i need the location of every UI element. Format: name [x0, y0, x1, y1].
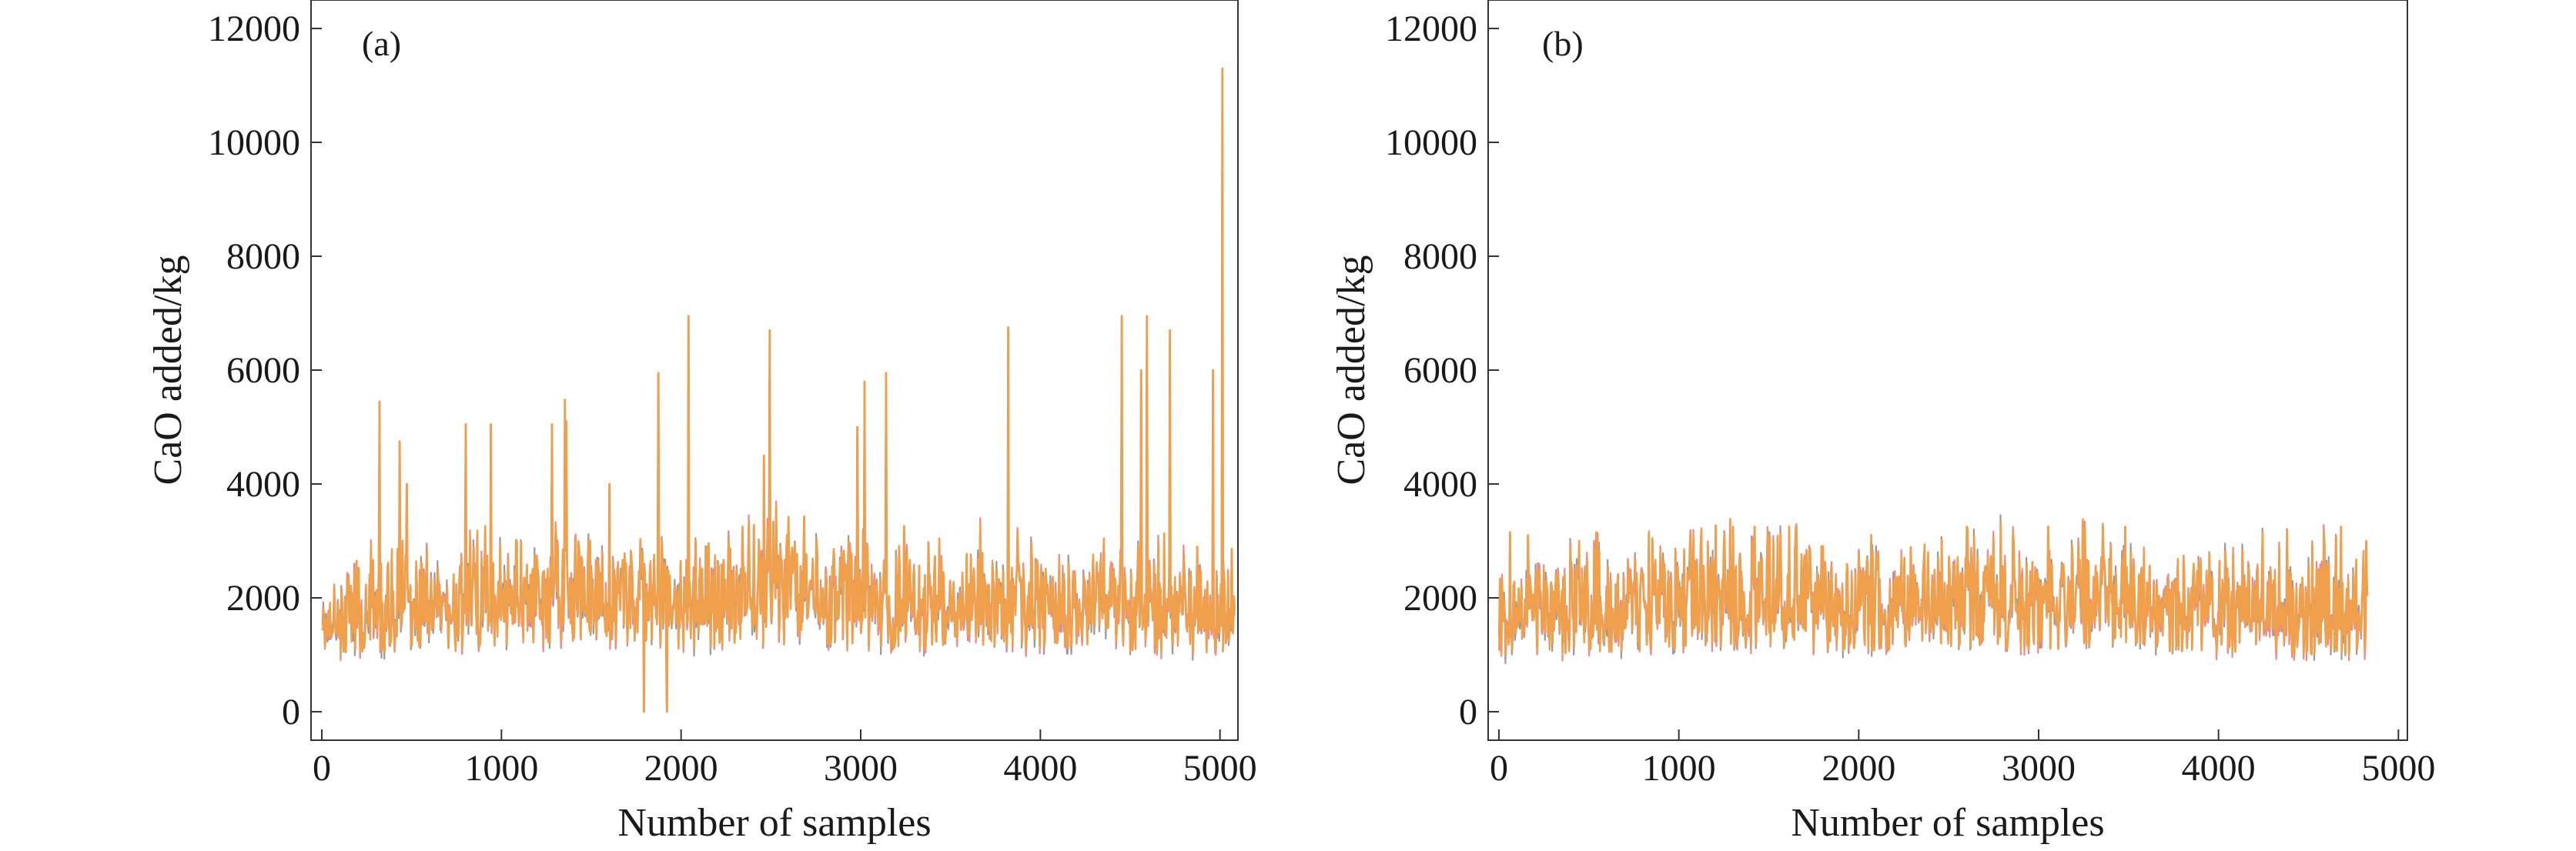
y-tick-label: 8000: [226, 236, 300, 277]
panel-label: (b): [1542, 24, 1584, 63]
x-ticks: 0 1000 2000 3000 4000 5000: [313, 729, 1257, 789]
x-tick-label: 3000: [824, 748, 898, 789]
y-tick-label: 2000: [226, 578, 300, 619]
x-tick-label: 4000: [2182, 748, 2256, 789]
x-axis-label: Number of samples: [617, 801, 931, 845]
y-ticks: 0 2000 4000 6000 8000 10000 12000: [208, 8, 322, 733]
panel-label: (a): [362, 24, 401, 63]
y-ticks: 0 2000 4000 6000 8000 10000 12000: [1385, 8, 1499, 733]
y-tick-label: 6000: [1403, 350, 1477, 391]
series-line-orange: [321, 67, 1236, 713]
y-tick-label: 2000: [1403, 578, 1477, 619]
y-tick-label: 6000: [226, 350, 300, 391]
y-tick-label: 8000: [1403, 236, 1477, 277]
x-tick-label: 1000: [1642, 748, 1716, 789]
y-axis-label: CaO added/kg: [1330, 255, 1373, 486]
x-tick-label: 4000: [1003, 748, 1077, 789]
series-layer: [321, 67, 1236, 713]
y-tick-label: 4000: [1403, 464, 1477, 505]
y-tick-label: 12000: [208, 8, 300, 49]
panel-b: 0 2000 4000 6000 8000 10000 12000 0 1000 2000 300…: [1330, 0, 2435, 845]
y-tick-label: 4000: [226, 464, 300, 505]
x-ticks: 0 1000 2000 3000 4000 5000: [1490, 729, 2435, 789]
y-axis-label: CaO added/kg: [146, 255, 190, 486]
series-layer: [1497, 514, 2369, 665]
panel-a: 0 2000 4000 6000 8000 10000 12000 0 1000 2000 300…: [146, 0, 1257, 845]
x-tick-label: 2000: [644, 748, 718, 789]
x-tick-label: 5000: [2361, 748, 2435, 789]
y-tick-label: 10000: [208, 122, 300, 163]
x-tick-label: 1000: [464, 748, 538, 789]
y-tick-label: 10000: [1385, 122, 1477, 163]
y-tick-label: 0: [282, 692, 300, 733]
y-tick-label: 0: [1459, 692, 1477, 733]
series-line-orange: [1498, 518, 2369, 657]
x-tick-label: 2000: [1822, 748, 1895, 789]
x-tick-label: 0: [313, 748, 331, 789]
x-axis-label: Number of samples: [1791, 801, 2104, 845]
y-tick-label: 12000: [1385, 8, 1477, 49]
x-tick-label: 5000: [1183, 748, 1257, 789]
x-tick-label: 0: [1490, 748, 1508, 789]
x-tick-label: 3000: [2002, 748, 2076, 789]
